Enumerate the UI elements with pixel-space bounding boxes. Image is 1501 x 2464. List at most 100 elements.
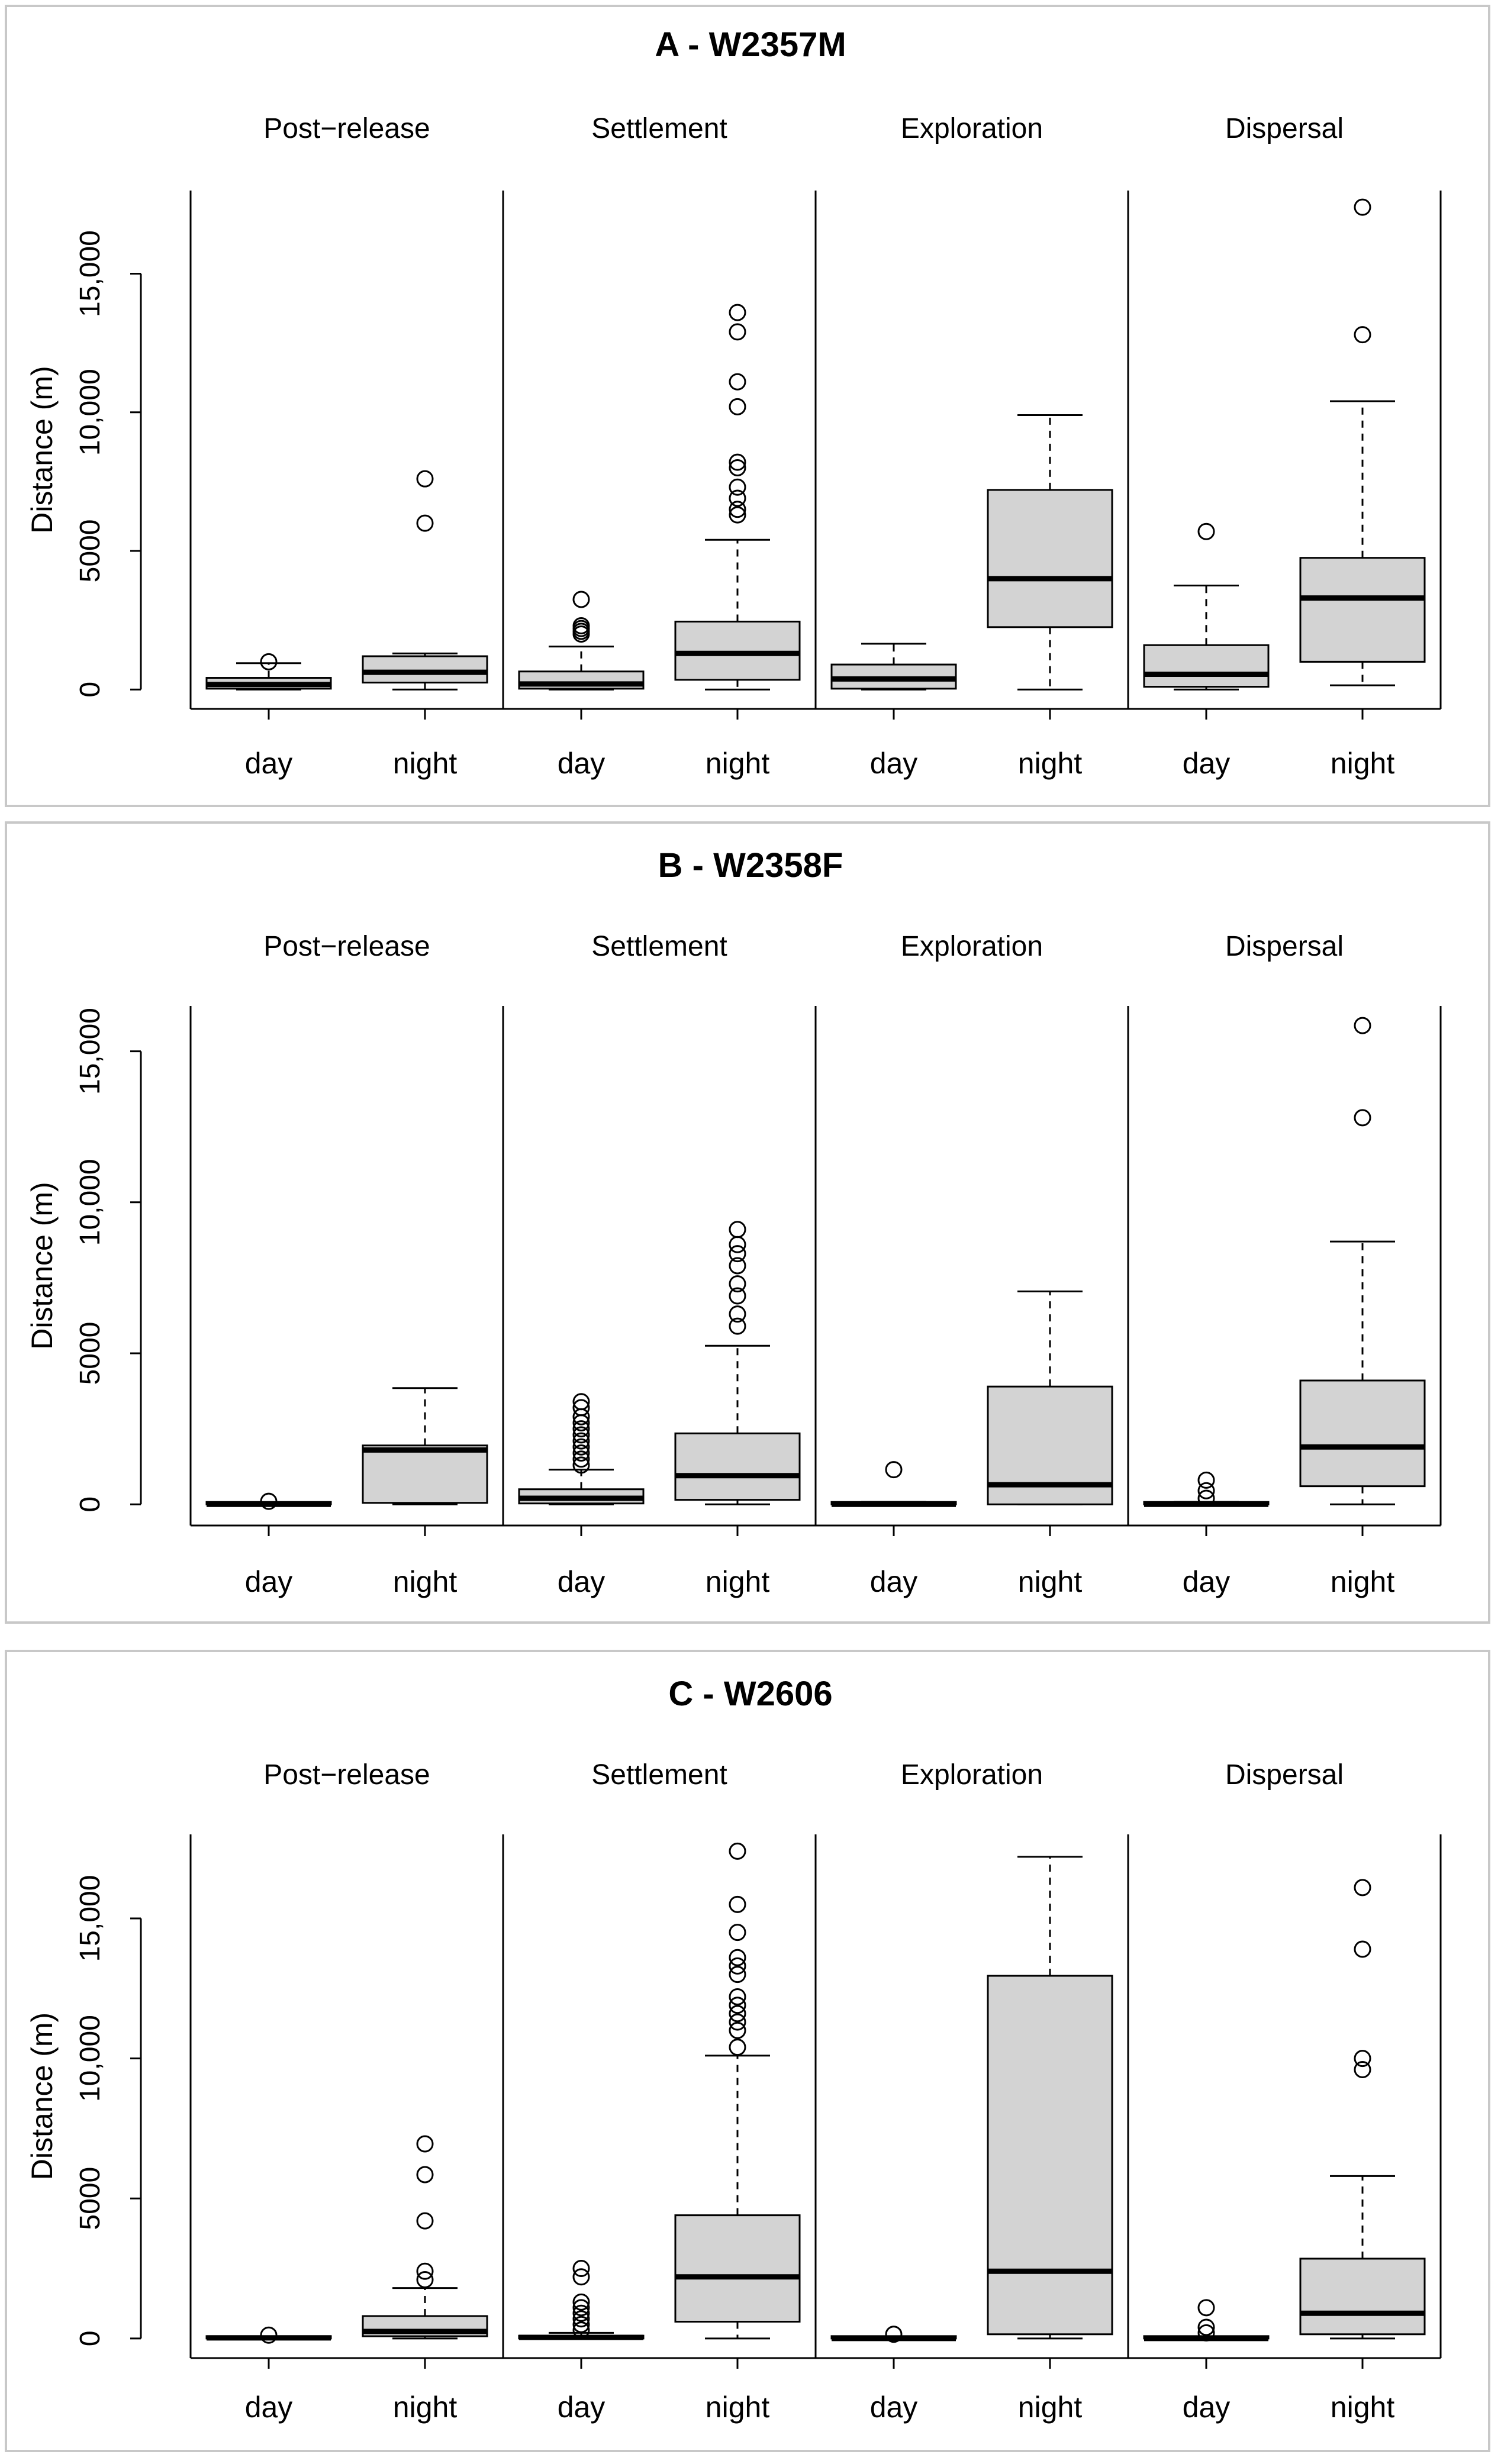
box-day — [518, 2260, 645, 2340]
panel-label-settlement: Settlement — [591, 113, 727, 144]
outlier-point — [729, 2021, 746, 2039]
outlier-point — [1197, 1471, 1215, 1489]
box-iqr — [674, 1432, 801, 1501]
outlier-point — [729, 489, 746, 507]
outlier-point — [1354, 1109, 1371, 1127]
box-night — [987, 1290, 1113, 1505]
box-night — [987, 414, 1113, 691]
outlier-point — [1354, 326, 1371, 344]
outlier-point — [729, 501, 746, 518]
panel-label-dispersal: Dispersal — [1225, 1759, 1344, 1791]
outlier-point — [1197, 523, 1215, 540]
outlier-point — [572, 2321, 590, 2339]
outlier-point — [729, 2039, 746, 2056]
x-tick-label: night — [393, 747, 458, 780]
x-tick-label: night — [393, 2391, 458, 2424]
x-tick-label: night — [706, 2391, 770, 2424]
outlier-point — [260, 653, 278, 670]
outlier-point — [416, 2262, 434, 2280]
outlier-point — [729, 373, 746, 391]
y-tick-label: 5000 — [75, 1322, 106, 1385]
box-night — [1299, 1879, 1426, 2340]
x-tick-label: day — [558, 1565, 605, 1598]
outlier-point — [1354, 1940, 1371, 1958]
outlier-point — [729, 459, 746, 476]
outlier-point — [729, 1895, 746, 1913]
chart-title: A - W2357M — [655, 25, 846, 64]
chart-title: C - W2606 — [668, 1675, 832, 1713]
y-tick-label: 15,000 — [75, 1008, 106, 1095]
x-tick-label: night — [1018, 1565, 1083, 1598]
panel-label-exploration: Exploration — [901, 113, 1043, 144]
outlier-point — [572, 2268, 590, 2286]
outlier-point — [1197, 2324, 1215, 2342]
box-day — [1143, 2299, 1270, 2342]
box-iqr — [362, 655, 488, 683]
panel-label-exploration: Exploration — [901, 1759, 1043, 1791]
outlier-point — [416, 2166, 434, 2184]
x-tick-label: night — [1018, 2391, 1083, 2424]
x-tick-label: day — [558, 747, 605, 780]
box-day — [1143, 523, 1270, 691]
outlier-point — [729, 2005, 746, 2023]
outlier-point — [416, 514, 434, 532]
outlier-point — [729, 1287, 746, 1305]
outlier-point — [572, 1438, 590, 1456]
x-tick-label: day — [245, 1565, 293, 1598]
box-iqr — [1299, 557, 1426, 663]
outlier-point — [1197, 1489, 1215, 1507]
box-iqr — [987, 489, 1113, 628]
y-tick-label: 0 — [75, 682, 106, 698]
outlier-point — [729, 1957, 746, 1975]
outlier-point — [572, 1444, 590, 1462]
outlier-point — [416, 2271, 434, 2288]
outlier-point — [572, 2293, 590, 2311]
box-night — [1299, 198, 1426, 686]
x-tick-label: day — [870, 1565, 918, 1598]
box-iqr — [362, 1444, 488, 1504]
box-night — [362, 470, 488, 691]
x-tick-label: day — [1183, 2391, 1231, 2424]
outlier-point — [729, 1842, 746, 1860]
outlier-point — [1354, 198, 1371, 216]
y-axis-title: Distance (m) — [25, 1182, 59, 1349]
box-iqr — [674, 2214, 801, 2323]
outlier-point — [1354, 1879, 1371, 1897]
y-tick-label: 0 — [75, 2331, 106, 2347]
x-tick-label: day — [1183, 747, 1231, 780]
x-tick-label: night — [1018, 747, 1083, 780]
box-day — [830, 1461, 957, 1507]
chart-frame — [5, 1650, 1490, 2452]
y-tick-label: 5000 — [75, 520, 106, 583]
x-tick-label: day — [870, 2391, 918, 2424]
box-night — [674, 304, 801, 691]
outlier-point — [572, 617, 590, 634]
outlier-point — [729, 478, 746, 496]
outlier-point — [572, 1393, 590, 1411]
box-day — [205, 653, 332, 691]
x-tick-label: day — [558, 2391, 605, 2424]
outlier-point — [572, 2315, 590, 2333]
y-tick-label: 10,000 — [75, 1159, 106, 1246]
outlier-point — [572, 2310, 590, 2328]
x-tick-label: night — [393, 1565, 458, 1598]
x-tick-label: night — [706, 1565, 770, 1598]
outlier-point — [729, 1236, 746, 1253]
x-tick-label: day — [245, 2391, 293, 2424]
box-day — [518, 591, 645, 691]
y-axis-title: Distance (m) — [25, 366, 59, 533]
x-tick-label: night — [1331, 747, 1395, 780]
outlier-point — [729, 1924, 746, 1941]
outlier-point — [260, 1492, 278, 1510]
outlier-point — [260, 2326, 278, 2344]
chart-a: A - W2357M 0 5000 10,000 15,000 Distance (m) P… — [5, 5, 1490, 807]
box-night — [362, 2135, 488, 2340]
box-night — [362, 1387, 488, 1505]
outlier-point — [729, 1988, 746, 2005]
chart-title: B - W2358F — [658, 846, 843, 885]
outlier-point — [572, 1432, 590, 1450]
panel-label-dispersal: Dispersal — [1225, 931, 1344, 962]
box-day — [1143, 1471, 1270, 1507]
y-tick-label: 15,000 — [75, 1875, 106, 1962]
y-tick-label: 10,000 — [75, 2015, 106, 2102]
